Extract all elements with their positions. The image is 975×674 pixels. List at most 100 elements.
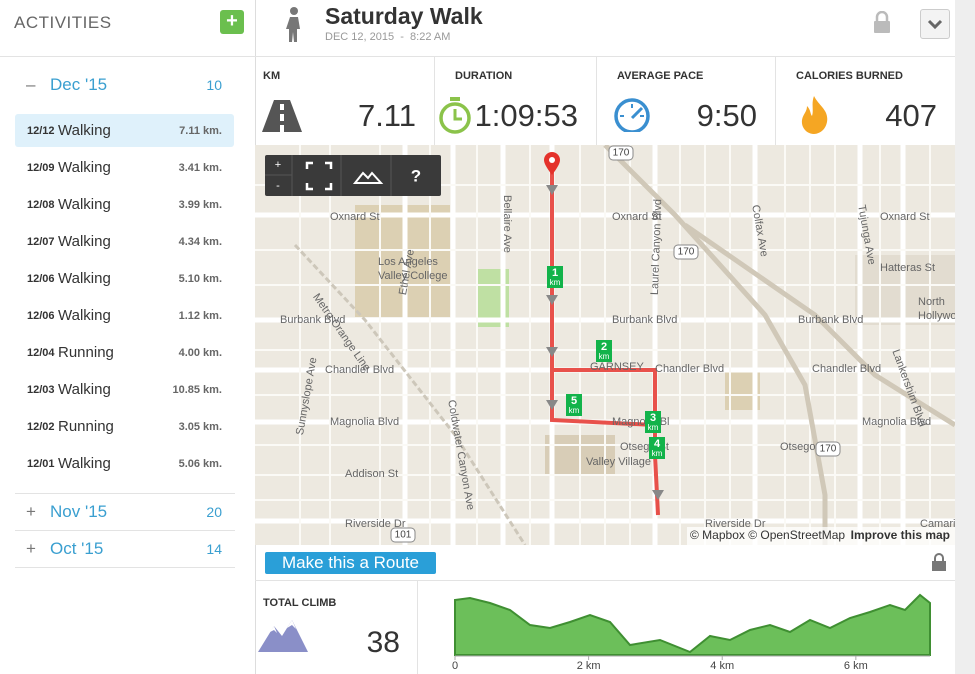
activity-date[interactable]: 12/02 xyxy=(27,421,55,433)
make-route-button[interactable]: Make this a Route xyxy=(265,552,436,574)
activity-distance[interactable]: 3.99 km. xyxy=(178,199,222,211)
x-tick-label: 2 km xyxy=(577,660,601,672)
separator: - xyxy=(400,31,404,43)
activity-distance[interactable]: 4.00 km. xyxy=(178,347,222,359)
km-marker-number: 3 xyxy=(650,412,656,424)
terrain-button[interactable] xyxy=(352,171,384,184)
km-marker: 1km xyxy=(547,266,563,288)
map-label: Riverside Dr xyxy=(345,518,406,530)
km-marker-unit: km xyxy=(599,352,610,361)
month-toggle[interactable]: – xyxy=(26,75,36,94)
divider xyxy=(775,57,776,145)
activity-type[interactable]: Walking xyxy=(58,381,111,398)
map-label: Chandler Blvd xyxy=(655,363,724,375)
km-marker-unit: km xyxy=(550,278,561,287)
map-label: Burbank Blvd xyxy=(612,314,677,326)
activity-distance[interactable]: 4.34 km. xyxy=(178,236,222,248)
month-toggle[interactable]: + xyxy=(26,539,36,558)
fullscreen-button[interactable] xyxy=(305,161,333,191)
activity-date[interactable]: 12/09 xyxy=(27,162,55,174)
map-minor-streets xyxy=(255,145,955,545)
help-button[interactable]: ? xyxy=(411,166,421,185)
pace-icon xyxy=(614,98,650,132)
map-label: GARNSEY xyxy=(590,361,644,373)
activity-type[interactable]: Walking xyxy=(58,233,111,250)
activity-date[interactable]: 12/06 xyxy=(27,310,55,322)
activity-type[interactable]: Walking xyxy=(58,159,111,176)
map-label: Magnolia Blvd xyxy=(330,416,399,428)
month-toggle[interactable]: + xyxy=(26,502,36,521)
walk-icon xyxy=(286,7,300,42)
lock-icon[interactable] xyxy=(872,11,892,33)
map-label: Laurel Canyon Blvd xyxy=(649,199,664,295)
activity-distance[interactable]: 1.12 km. xyxy=(178,310,222,322)
km-marker: 2km xyxy=(596,340,612,362)
highway-shield xyxy=(608,145,634,161)
km-marker-number: 2 xyxy=(601,341,607,353)
activity-type[interactable]: Walking xyxy=(58,307,111,324)
activity-date[interactable]: 12/07 xyxy=(27,236,55,248)
map-label: Valley Village xyxy=(586,456,651,468)
activity-date[interactable]: 12/06 xyxy=(27,273,55,285)
month-count: 14 xyxy=(206,541,222,557)
activity-distance[interactable]: 7.11 km. xyxy=(179,125,222,137)
activity-distance[interactable]: 5.10 km. xyxy=(178,273,222,285)
month-label[interactable]: Nov '15 xyxy=(50,502,108,521)
km-marker-unit: km xyxy=(569,406,580,415)
activity-title: Saturday Walk xyxy=(325,3,483,29)
month-label[interactable]: Oct '15 xyxy=(50,539,104,558)
activity-date[interactable]: 12/12 xyxy=(27,125,55,137)
map-label: Burbank Blvd xyxy=(280,314,345,326)
lock-icon[interactable] xyxy=(931,553,947,571)
map[interactable]: Oxnard St Oxnard St Oxnard St Los Angeles Va… xyxy=(255,145,955,545)
zoom-out[interactable]: - xyxy=(276,180,280,192)
divider xyxy=(417,581,418,674)
map-label: North xyxy=(918,296,945,308)
activity-type[interactable]: Walking xyxy=(58,270,111,287)
activity-distance[interactable]: 5.06 km. xyxy=(178,458,222,470)
dropdown-button[interactable] xyxy=(920,9,950,39)
activity-type[interactable]: Walking xyxy=(58,455,111,472)
mountain-icon xyxy=(258,620,308,652)
activity-distance[interactable]: 10.85 km. xyxy=(172,384,222,396)
month-label[interactable]: Dec '15 xyxy=(50,75,108,94)
activity-datetime: DEC 12, 2015 - 8:22 AM xyxy=(325,31,450,43)
add-button[interactable]: + xyxy=(220,10,244,34)
activity-date[interactable]: 12/03 xyxy=(27,384,55,396)
activity-date[interactable]: 12/04 xyxy=(27,347,55,359)
map-label: Magnolia Blvd xyxy=(862,416,931,428)
km-marker-box xyxy=(649,437,665,459)
activity-distance[interactable]: 3.41 km. xyxy=(178,162,222,174)
activity-date[interactable]: 12/08 xyxy=(27,199,55,211)
activity-type[interactable]: Running xyxy=(58,344,114,361)
activity-type[interactable]: Walking xyxy=(58,122,111,139)
x-tick-label: 4 km xyxy=(710,660,734,672)
stat-label: KM xyxy=(263,70,281,82)
km-marker-box xyxy=(645,411,661,433)
separator xyxy=(0,56,255,57)
km-marker-box xyxy=(547,266,563,288)
improve-map-link[interactable]: Improve this map xyxy=(851,528,950,542)
activity-distance[interactable]: 3.05 km. xyxy=(178,421,222,433)
separator xyxy=(255,56,955,57)
km-marker-number: 4 xyxy=(654,438,661,450)
km-marker-box xyxy=(566,394,582,416)
divider xyxy=(434,57,435,145)
highway-number: 170 xyxy=(678,247,695,258)
activity-date[interactable]: 12/01 xyxy=(27,458,55,470)
x-tick-label: 0 xyxy=(452,660,458,672)
map-label: Oxnard St xyxy=(880,211,930,223)
stat-value: 7.11 xyxy=(357,98,416,133)
highway-number: 170 xyxy=(613,148,630,159)
map-label: Riverside Dr xyxy=(705,518,766,530)
zoom-in[interactable]: + xyxy=(275,159,281,171)
map-label: Hatteras St xyxy=(880,262,935,274)
km-marker-number: 5 xyxy=(571,395,577,407)
map-label: Burbank Blvd xyxy=(798,314,863,326)
activity-type[interactable]: Running xyxy=(58,418,114,435)
map-transit-line xyxy=(293,243,527,545)
map-label: Bellaire Ave xyxy=(501,195,513,253)
activity-type[interactable]: Walking xyxy=(58,196,111,213)
map-label: Chandler Blvd xyxy=(325,364,394,376)
stopwatch-icon xyxy=(439,97,471,134)
